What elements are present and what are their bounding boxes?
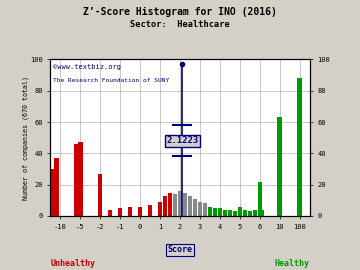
Bar — [118, 208, 122, 216]
Text: Z’-Score Histogram for INO (2016): Z’-Score Histogram for INO (2016) — [83, 7, 277, 17]
Text: 2.1223: 2.1223 — [166, 136, 199, 145]
Bar — [253, 210, 257, 216]
Bar — [163, 196, 167, 216]
Bar — [228, 210, 232, 216]
Text: Healthy: Healthy — [275, 259, 310, 268]
Bar — [138, 207, 142, 216]
Bar — [108, 210, 112, 216]
Text: Sector:  Healthcare: Sector: Healthcare — [130, 20, 230, 29]
Bar — [54, 158, 59, 216]
Text: The Research Foundation of SUNY: The Research Foundation of SUNY — [53, 78, 169, 83]
Bar — [233, 211, 237, 216]
Bar — [238, 207, 242, 216]
Bar — [257, 181, 262, 216]
Bar — [183, 193, 187, 216]
Bar — [98, 174, 103, 216]
Text: Unhealthy: Unhealthy — [50, 259, 95, 268]
Bar — [198, 202, 202, 216]
Bar — [218, 208, 222, 216]
Bar — [173, 194, 177, 216]
Bar — [168, 193, 172, 216]
Text: ©www.textbiz.org: ©www.textbiz.org — [53, 64, 121, 70]
Bar — [260, 210, 265, 216]
Bar — [208, 207, 212, 216]
Y-axis label: Number of companies (670 total): Number of companies (670 total) — [22, 76, 29, 200]
Bar — [243, 210, 247, 216]
Bar — [248, 211, 252, 216]
Bar — [193, 199, 197, 216]
Bar — [213, 208, 217, 216]
Bar — [223, 210, 227, 216]
Bar — [148, 205, 152, 216]
Bar — [50, 169, 55, 216]
Bar — [297, 78, 302, 216]
Bar — [188, 196, 192, 216]
Bar — [178, 191, 182, 216]
Bar — [74, 144, 78, 216]
Bar — [128, 207, 132, 216]
Bar — [297, 208, 302, 216]
Bar — [278, 117, 282, 216]
Text: Score: Score — [167, 245, 193, 254]
Bar — [78, 142, 82, 216]
Bar — [158, 202, 162, 216]
Bar — [203, 204, 207, 216]
